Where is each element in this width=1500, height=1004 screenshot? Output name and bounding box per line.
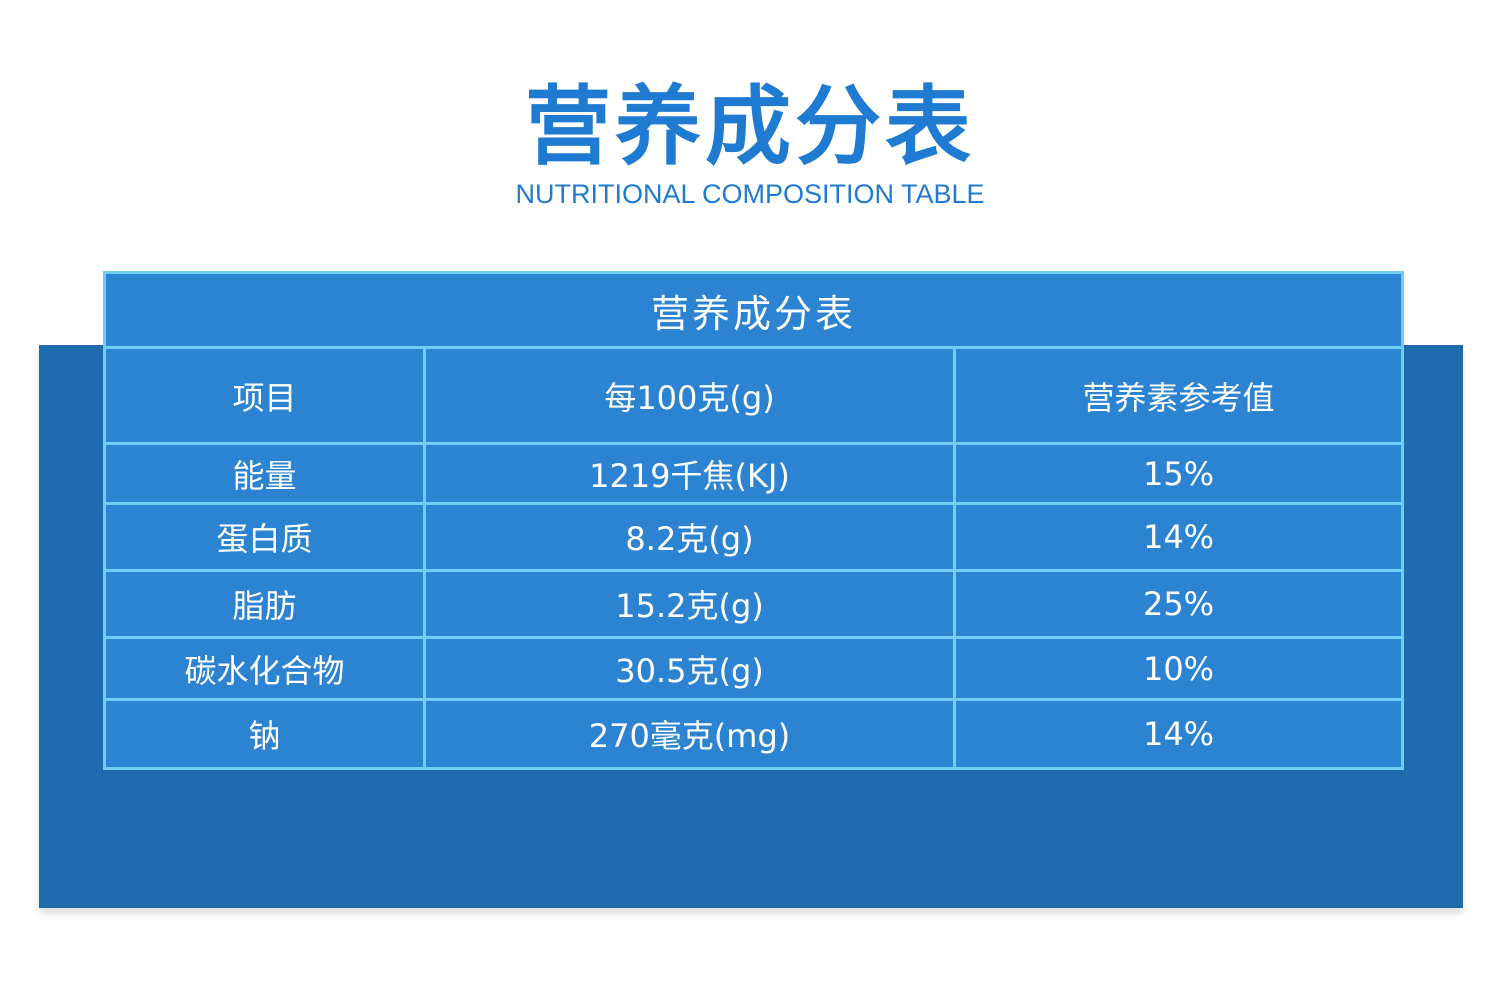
table-cell: 碳水化合物 (103, 636, 426, 701)
table-cell: 14% (952, 502, 1405, 572)
table-cell: 15% (952, 442, 1405, 505)
table-cell: 能量 (103, 442, 426, 505)
table-cell: 270毫克(mg) (423, 698, 956, 770)
table-caption: 营养成分表 (102, 271, 1405, 349)
table-cell: 15.2克(g) (423, 569, 956, 639)
table-cell: 10% (952, 636, 1405, 701)
table-row: 脂肪 15.2克(g) 25% (103, 569, 1405, 639)
column-header: 营养素参考值 (952, 346, 1405, 445)
table-cell: 蛋白质 (103, 502, 426, 572)
column-header: 每100克(g) (423, 346, 956, 445)
table-row: 碳水化合物 30.5克(g) 10% (103, 636, 1405, 701)
table-cell: 8.2克(g) (423, 502, 956, 572)
table-row: 蛋白质 8.2克(g) 14% (103, 502, 1405, 572)
table-row: 能量 1219千焦(KJ) 15% (103, 442, 1405, 505)
column-header: 项目 (103, 346, 426, 445)
table-cell: 30.5克(g) (423, 636, 956, 701)
table-cell: 脂肪 (103, 569, 426, 639)
table-cell: 1219千焦(KJ) (423, 442, 956, 505)
subtitle: NUTRITIONAL COMPOSITION TABLE (515, 179, 985, 209)
table-cell: 14% (952, 698, 1405, 770)
title: 营养成分表 (525, 77, 975, 177)
table-cell: 钠 (103, 698, 426, 770)
table-row: 钠 270毫克(mg) 14% (103, 698, 1405, 770)
header-row: 项目 每100克(g) 营养素参考值 (103, 346, 1405, 445)
nutrition-table: 营养成分表 项目 每100克(g) 营养素参考值 能量 1219千焦(KJ) 15% 蛋白质… (102, 271, 1405, 770)
table-cell: 25% (952, 569, 1405, 639)
